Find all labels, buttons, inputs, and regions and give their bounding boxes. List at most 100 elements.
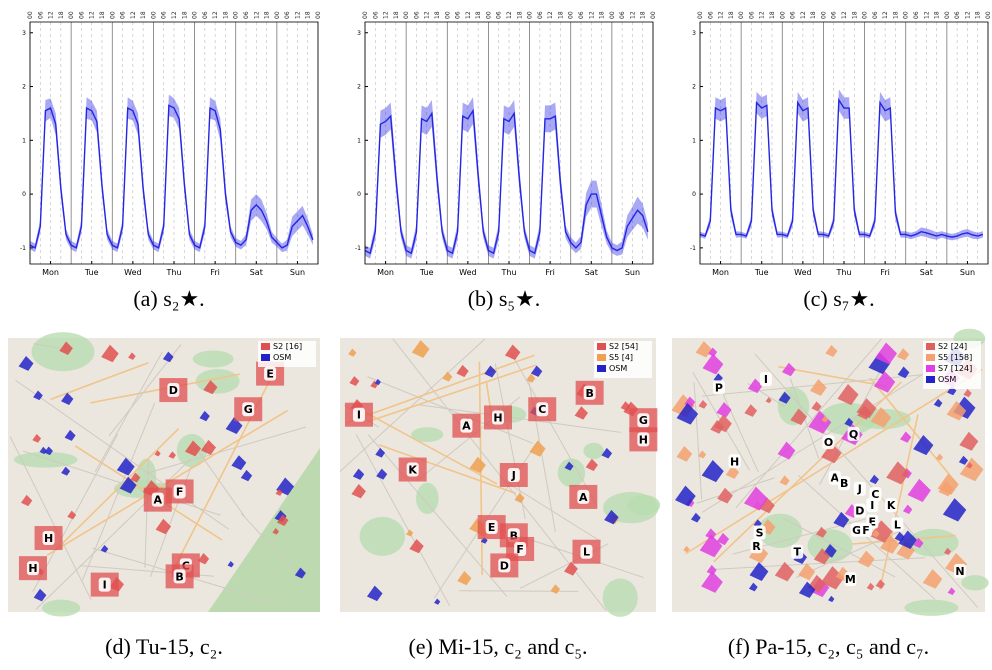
- label-badge: [42, 531, 55, 546]
- x2-tick-label: 18: [140, 11, 147, 19]
- area-blob: [873, 371, 896, 393]
- label-badge: [853, 481, 866, 496]
- area-blob: [690, 512, 701, 523]
- x2-tick-label: 06: [872, 11, 879, 19]
- area-blob: [907, 478, 931, 503]
- area-blob: [866, 582, 875, 591]
- label-badge: [866, 498, 879, 513]
- y-tick-label: 1: [22, 137, 26, 144]
- area-blob: [699, 534, 723, 558]
- x-tick-label: Tue: [419, 268, 434, 277]
- area-blob: [717, 487, 733, 504]
- area-blob: [61, 466, 71, 476]
- label-badge: [98, 577, 111, 592]
- area-blob: [199, 410, 210, 422]
- area-blob: [530, 365, 543, 377]
- label-badge: [828, 470, 841, 485]
- area-blob: [798, 581, 816, 599]
- area-blob: [375, 447, 386, 458]
- cluster-label: M: [845, 573, 856, 586]
- area-blob: [759, 497, 775, 514]
- x2-tick-label: 18: [99, 11, 106, 19]
- legend-swatch: [597, 354, 606, 361]
- cluster-label: K: [408, 464, 417, 477]
- x-tick-label: Wed: [459, 268, 476, 277]
- legend-swatch: [597, 365, 606, 372]
- y-tick-label: -1: [20, 245, 26, 252]
- area-blob: [411, 340, 430, 358]
- x2-tick-label: 06: [78, 11, 85, 19]
- x2-tick-label: 12: [964, 11, 971, 19]
- area-blob: [708, 347, 718, 357]
- x-tick-label: Thu: [165, 268, 181, 277]
- area-blob: [963, 389, 972, 398]
- road: [693, 382, 703, 500]
- area-blob: [947, 587, 956, 596]
- area-blob: [200, 439, 216, 455]
- area-blob: [504, 344, 521, 360]
- cluster-label: E: [488, 521, 496, 534]
- area-blob: [162, 351, 174, 363]
- x2-tick-label: 12: [588, 11, 595, 19]
- area-blob: [406, 529, 414, 537]
- cluster-label: H: [44, 532, 53, 545]
- y-tick-label: 1: [692, 137, 696, 144]
- x2-tick-label: 18: [222, 11, 229, 19]
- x2-tick-label: 00: [779, 11, 786, 19]
- area-blob: [231, 455, 247, 471]
- label-badge: [577, 489, 590, 504]
- x2-tick-label: 12: [171, 11, 178, 19]
- label-badge: [507, 468, 520, 482]
- road: [339, 338, 486, 472]
- area-blob: [294, 567, 306, 579]
- x2-tick-label: 06: [243, 11, 250, 19]
- area-blob: [574, 406, 588, 420]
- x2-tick-label: 12: [506, 11, 513, 19]
- legend-label: S2 [54]: [609, 342, 638, 351]
- label-badge: [167, 383, 180, 398]
- y-tick-label: -1: [690, 245, 696, 252]
- area-blob: [897, 366, 910, 379]
- x-tick-label: Sun: [290, 268, 305, 277]
- cluster-label: H: [639, 433, 648, 446]
- x2-tick-label: 18: [851, 11, 858, 19]
- x2-tick-label: 18: [640, 11, 647, 19]
- label-badge: [536, 402, 549, 417]
- area-blob: [765, 397, 772, 404]
- x2-tick-label: 18: [58, 11, 65, 19]
- label-badge: [352, 407, 365, 422]
- label-badge: [759, 372, 772, 387]
- cluster-label: I: [870, 499, 874, 512]
- area-blob: [352, 468, 365, 480]
- caption: (e) Mi-15, c₂ and c₅.: [408, 634, 587, 659]
- x-tick-label: Tue: [84, 268, 99, 277]
- x2-tick-label: 12: [383, 11, 390, 19]
- area-blob: [779, 475, 790, 486]
- area-blob: [442, 371, 453, 382]
- area-blob: [705, 528, 717, 540]
- area-blob: [966, 462, 973, 469]
- area-blob: [33, 588, 47, 602]
- area-blob: [67, 510, 77, 520]
- area-blob: [833, 511, 850, 528]
- area-blob: [716, 532, 730, 546]
- cluster-label: A: [579, 491, 588, 504]
- label-badge: [850, 522, 863, 537]
- cluster-label: B: [585, 387, 593, 400]
- x2-tick-label: 06: [161, 11, 168, 19]
- park: [359, 516, 406, 556]
- area-blob: [716, 402, 732, 418]
- road: [718, 383, 759, 473]
- x2-tick-label: 06: [831, 11, 838, 19]
- road: [240, 513, 298, 575]
- road: [357, 407, 498, 485]
- cluster-label: O: [824, 436, 833, 449]
- label-badge: [891, 517, 904, 532]
- x-tick-label: Fri: [545, 268, 555, 277]
- cluster-label: J: [857, 483, 862, 496]
- cluster-label: A: [154, 494, 163, 507]
- area-blob: [856, 398, 877, 419]
- mean-line: [699, 97, 984, 238]
- area-blob: [349, 376, 360, 386]
- label-badge: [514, 541, 527, 556]
